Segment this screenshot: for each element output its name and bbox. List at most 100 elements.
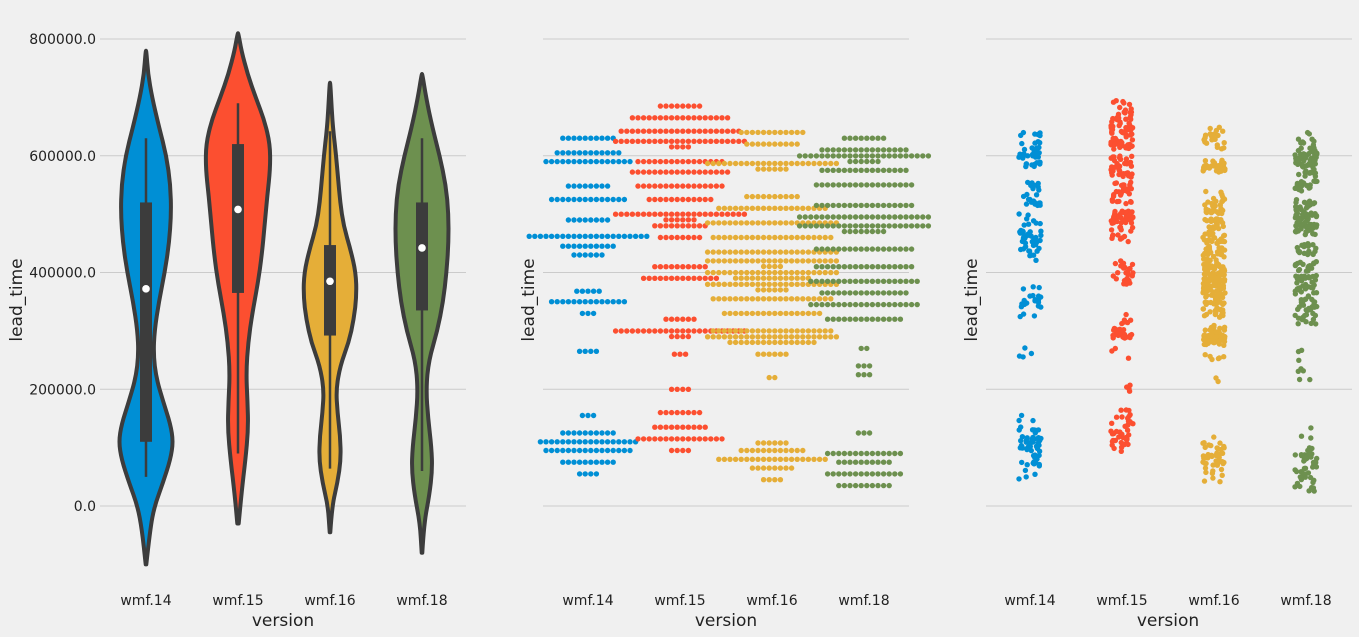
swarm-point	[565, 217, 572, 223]
strip-point	[1292, 452, 1299, 458]
swarm-point	[674, 436, 680, 442]
strip-point	[1031, 199, 1038, 206]
swarm-point	[858, 345, 864, 352]
swarm-point	[794, 258, 800, 264]
swarm-point	[841, 301, 848, 308]
swarm-point	[869, 228, 876, 235]
strip-point	[1038, 232, 1044, 239]
swarm-point	[621, 196, 628, 203]
swarm-point	[794, 310, 800, 317]
swarm-point	[571, 243, 577, 249]
swarm-point	[766, 234, 772, 241]
swarm-point	[576, 459, 583, 465]
swarm-point	[668, 144, 675, 150]
swarm-point	[783, 129, 789, 136]
swarm-point	[696, 264, 703, 270]
swarm-point	[822, 456, 828, 462]
swarm-point	[880, 228, 887, 235]
swarm-point	[593, 459, 600, 465]
swarm-point	[864, 182, 870, 188]
swarm-point	[777, 160, 784, 167]
swarm-point	[903, 167, 909, 173]
swarm-point	[864, 450, 870, 457]
swarm-point	[766, 477, 772, 483]
strip-point	[1303, 211, 1310, 217]
swarm-point	[852, 482, 859, 489]
strip-point	[1130, 270, 1136, 276]
swarm-point	[668, 223, 675, 229]
swarm-point	[852, 301, 859, 308]
strip-point	[1016, 476, 1022, 482]
swarm-point	[604, 135, 611, 141]
swarm-point	[852, 290, 859, 296]
swarm-point	[858, 450, 864, 457]
swarm-point	[766, 310, 772, 317]
swarm-point	[855, 363, 862, 369]
strip-point	[1314, 455, 1320, 462]
swarm-point	[696, 128, 703, 134]
swarm-point	[744, 160, 750, 167]
swarm-point	[805, 234, 812, 241]
strip-point	[1036, 245, 1042, 252]
swarm-point	[576, 447, 583, 454]
swarm-point	[822, 334, 828, 340]
strip-point	[1024, 462, 1030, 468]
swarm-point	[571, 217, 577, 223]
swarm-point	[766, 193, 772, 200]
swarm-point	[864, 278, 870, 284]
swarm-point	[908, 278, 915, 284]
swarm-point	[864, 135, 870, 141]
swarm-point	[744, 339, 750, 346]
swarm-point	[663, 115, 669, 121]
swarm-point	[783, 234, 789, 241]
swarm-point	[629, 138, 636, 144]
swarm-point	[772, 205, 778, 211]
swarm-point	[777, 477, 784, 483]
swarm-point	[543, 158, 549, 165]
strip-point	[1298, 226, 1304, 232]
swarm-point	[864, 167, 870, 173]
strip-point	[1292, 262, 1299, 269]
swarm-point	[749, 275, 756, 281]
swarm-panel: wmf.14 wmf.15 wmf.16 wmf.18 version lead_ti…	[519, 38, 932, 631]
swarm-point	[716, 205, 722, 211]
swarm-point	[671, 351, 678, 357]
strip-point	[1298, 140, 1304, 146]
swarm-point	[808, 223, 814, 229]
swarm-point	[582, 233, 588, 239]
swarm-point	[716, 328, 722, 334]
swarm-point	[816, 269, 823, 276]
swarm-point	[824, 182, 831, 188]
swarm-point	[680, 103, 686, 109]
swarm-point	[830, 153, 836, 159]
swarm-point	[599, 217, 605, 223]
swarm-point	[836, 316, 842, 322]
swarm-point	[571, 183, 577, 189]
swarm-point	[738, 281, 744, 287]
swarm-point	[612, 328, 619, 334]
swarm-point	[766, 296, 772, 302]
swarm-point	[629, 211, 636, 217]
swarm-point	[811, 328, 817, 334]
strip-point	[1023, 161, 1029, 167]
swarm-point	[819, 182, 825, 188]
strip-point	[1126, 145, 1132, 152]
swarm-point	[657, 115, 664, 121]
strip-point	[1018, 412, 1025, 419]
swarm-point	[599, 243, 605, 249]
strip-point	[1032, 140, 1038, 146]
swarm-point	[766, 263, 772, 270]
swarm-point	[738, 160, 744, 167]
swarm-point	[805, 205, 812, 211]
swarm-point	[796, 153, 803, 159]
strip-point	[1313, 290, 1320, 296]
swarm-points	[526, 103, 932, 489]
swarm-point	[875, 147, 881, 153]
swarm-point	[777, 234, 784, 241]
swarm-point	[869, 214, 876, 220]
strip-point	[1221, 266, 1227, 272]
strip-point	[1111, 219, 1118, 225]
strip-point	[1126, 432, 1132, 438]
swarm-point	[755, 275, 761, 281]
strip-point	[1217, 479, 1223, 485]
